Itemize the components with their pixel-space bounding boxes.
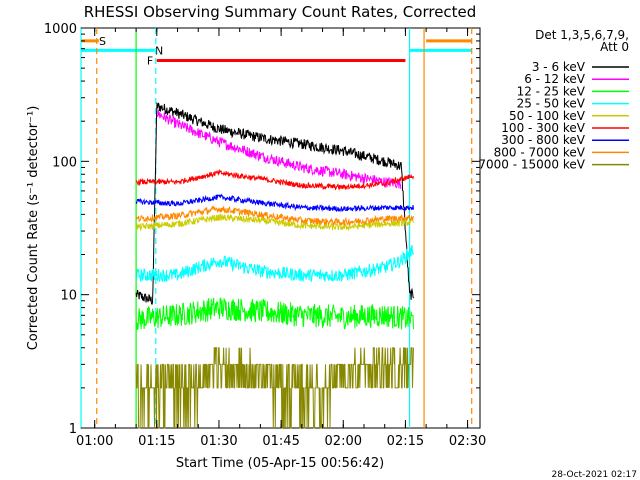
x-tick-label: 01:00 bbox=[76, 434, 113, 449]
series-line bbox=[135, 297, 414, 330]
chart-title: RHESSI Observing Summary Count Rates, Co… bbox=[84, 3, 477, 21]
y-tick-label: 1 bbox=[69, 422, 77, 437]
legend-entry-label: 50 - 100 keV bbox=[509, 109, 586, 123]
series-line bbox=[135, 244, 414, 283]
legend-header-attenuator: Att 0 bbox=[600, 40, 629, 54]
x-tick-label: 02:15 bbox=[387, 434, 424, 449]
flag-label: N bbox=[155, 44, 163, 57]
series-line bbox=[135, 205, 414, 226]
flag-label: F bbox=[147, 55, 153, 68]
y-tick-label: 1000 bbox=[44, 22, 77, 37]
ticks-layer: 01:00 01:15 01:30 01:45 02:00 02:15 02:30 1 10 10… bbox=[44, 22, 486, 449]
y-tick-label: 100 bbox=[52, 155, 77, 170]
legend-entry-label: 12 - 25 keV bbox=[517, 84, 586, 98]
series-line bbox=[156, 109, 402, 189]
legend-entry-label: 3 - 6 keV bbox=[532, 60, 586, 74]
x-tick-label: 01:30 bbox=[200, 434, 237, 449]
x-tick-label: 02:30 bbox=[449, 434, 486, 449]
x-tick-label: 01:45 bbox=[262, 434, 299, 449]
legend-entry-label: 800 - 7000 keV bbox=[494, 145, 586, 159]
y-axis-label: Corrected Count Rate (s⁻¹ detector⁻¹) bbox=[26, 106, 41, 351]
x-tick-label: 01:15 bbox=[138, 434, 175, 449]
legend-entry-label: 6 - 12 keV bbox=[524, 72, 586, 86]
series-line bbox=[135, 347, 414, 429]
legend-header-detectors: Det 1,3,5,6,7,9, bbox=[535, 28, 629, 42]
legend-entry-label: 300 - 800 keV bbox=[501, 133, 585, 147]
series-line bbox=[135, 213, 414, 232]
flags-layer: S NF bbox=[81, 35, 472, 68]
legend-entry-label: 25 - 50 keV bbox=[517, 97, 586, 111]
x-axis-label: Start Time (05-Apr-15 00:56:42) bbox=[176, 456, 384, 471]
series-line bbox=[135, 193, 414, 213]
y-tick-label: 10 bbox=[60, 289, 77, 304]
flag-label: S bbox=[99, 35, 106, 48]
legend-entry-label: 100 - 300 keV bbox=[501, 121, 585, 135]
series-layer bbox=[135, 102, 414, 429]
x-tick-label: 02:00 bbox=[325, 434, 362, 449]
series-line bbox=[135, 168, 414, 191]
series-line bbox=[135, 102, 414, 306]
footer-date: 28-Oct-2021 02:17 bbox=[552, 470, 637, 480]
legend-entry-label: 7000 - 15000 keV bbox=[478, 158, 585, 172]
